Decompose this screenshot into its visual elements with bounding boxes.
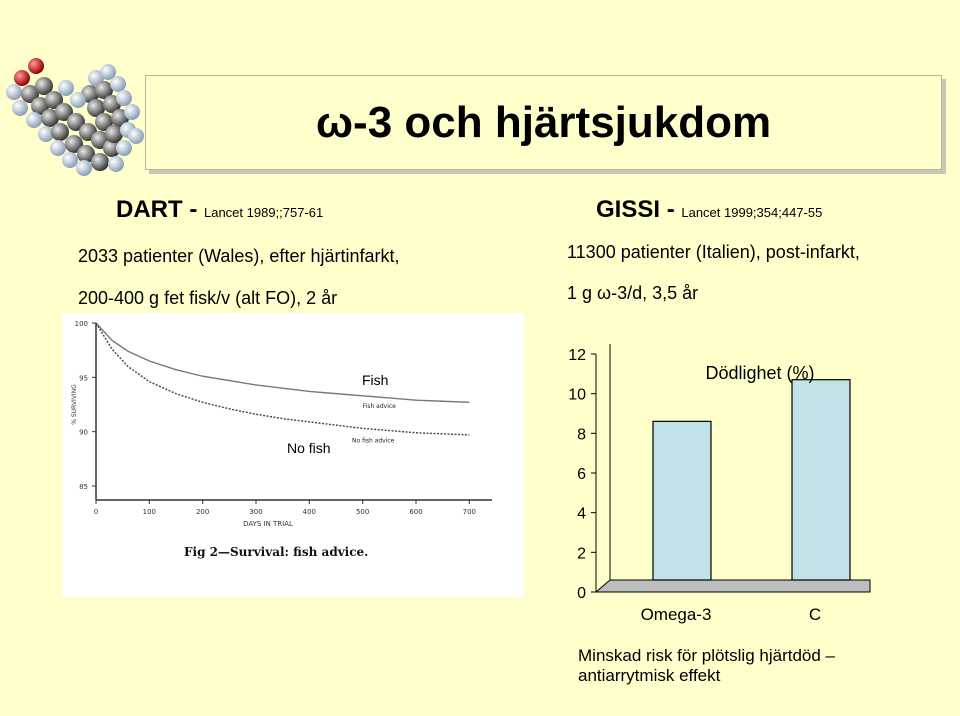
molecule-atom <box>67 113 85 131</box>
mortality-bar-chart: 0 2 4 6 8 10 12 Omega-3 C Dödlighet (%) <box>568 344 871 624</box>
y-tick-label: 90 <box>79 429 88 437</box>
dart-survival-figure: 100 95 90 85 0 100 200 300 400 500 600 700 DAYS IN T… <box>62 313 524 597</box>
gissi-mortality-figure: 0 2 4 6 8 10 12 Omega-3 C Dödlighet (%) <box>530 332 930 632</box>
gissi-citation: Lancet 1999;354;447-55 <box>681 205 823 220</box>
x-tick-label: 300 <box>249 508 262 516</box>
molecule-atom <box>65 135 83 153</box>
molecule-atom <box>108 156 124 172</box>
molecule-atom <box>31 97 49 115</box>
series-line-fish-advice <box>95 322 470 404</box>
molecule-atom <box>62 152 78 168</box>
gissi-heading-label: GISSI - <box>596 196 682 223</box>
category-label: Omega-3 <box>641 605 712 624</box>
x-tick-label: 200 <box>196 508 209 516</box>
dart-line-2: 200-400 g fet fisk/v (alt FO), 2 år <box>78 288 338 308</box>
no-fish-annotation: No fish <box>287 440 331 456</box>
molecule-atom <box>100 64 116 80</box>
fatty-acid-molecule-image <box>6 58 144 176</box>
molecule-atom <box>77 145 95 163</box>
series-label-fish-advice: Fish advice <box>363 403 397 410</box>
y-tick-label: 100 <box>75 320 88 328</box>
gissi-line-2: 1 g ω-3/d, 3,5 år <box>567 283 699 303</box>
y-tick-label: 12 <box>568 347 586 364</box>
molecule-atom <box>116 140 132 156</box>
molecule-atom <box>105 125 123 143</box>
molecule-atom <box>35 77 53 95</box>
x-tick-label: 500 <box>356 508 369 516</box>
series-line-no-fish-advice <box>95 322 470 436</box>
molecule-atom <box>28 58 44 74</box>
y-tick-label: 85 <box>79 483 88 491</box>
molecule-atom <box>103 139 121 157</box>
molecule-atom <box>50 140 66 156</box>
molecule-atom <box>21 85 39 103</box>
category-label: C <box>809 605 821 624</box>
chart-title: Dödlighet (%) <box>705 363 814 383</box>
gissi-line-1: 11300 patienter (Italien), post-infarkt, <box>567 242 860 262</box>
molecule-atom <box>110 76 126 92</box>
survival-chart: 100 95 90 85 0 100 200 300 400 500 600 700 DAYS IN T… <box>71 320 492 559</box>
molecule-atom <box>87 99 105 117</box>
y-tick-label: 4 <box>577 506 586 523</box>
molecule-atom <box>26 112 42 128</box>
fish-annotation: Fish <box>362 372 388 388</box>
y-axis-label: % SURVIVING <box>71 384 78 425</box>
right-caption-line-2: antiarrytmisk effekt <box>578 666 721 685</box>
figure-caption: Fig 2—Survival: fish advice. <box>184 545 368 559</box>
molecule-atom <box>51 123 69 141</box>
y-tick-label: 95 <box>79 374 88 382</box>
gissi-heading: GISSI - Lancet 1999;354;447-55 <box>596 196 822 224</box>
y-tick-label: 8 <box>577 426 586 443</box>
molecule-atom <box>70 92 86 108</box>
molecule-atom <box>95 81 113 99</box>
y-tick-label: 2 <box>577 545 586 562</box>
x-tick-label: 100 <box>143 508 156 516</box>
dart-heading-label: DART - <box>116 196 204 223</box>
molecule-atom <box>55 103 73 121</box>
dart-citation: Lancet 1989;;757-61 <box>203 205 324 220</box>
molecule-atom <box>116 90 132 106</box>
dart-line-1: 2033 patienter (Wales), efter hjärtinfar… <box>78 246 400 266</box>
y-tick-label: 10 <box>568 387 586 404</box>
molecule-atom <box>128 128 144 144</box>
molecule-atom <box>91 153 109 171</box>
bar-c <box>791 379 851 581</box>
dart-heading: DART - Lancet 1989;;757-61 <box>116 196 323 224</box>
y-tick-label: 0 <box>577 585 586 602</box>
y-tick-label: 6 <box>577 466 586 483</box>
right-caption-line-1: Minskad risk för plötslig hjärtdöd – <box>578 646 836 665</box>
molecule-atom <box>6 84 22 100</box>
series-label-no-fish-advice: No fish advice <box>352 437 395 444</box>
molecule-atom <box>124 104 140 120</box>
x-axis-label: DAYS IN TRIAL <box>243 520 293 528</box>
molecule-atom <box>14 70 30 86</box>
x-tick-label: 0 <box>94 508 98 516</box>
molecule-atom <box>58 80 74 96</box>
molecule-atom <box>41 109 59 127</box>
bar-omega-3 <box>652 420 712 581</box>
x-tick-label: 400 <box>303 508 316 516</box>
molecule-atom <box>45 91 63 109</box>
molecule-atom <box>95 113 113 131</box>
molecule-atom <box>12 100 28 116</box>
x-tick-label: 600 <box>409 508 422 516</box>
chart-floor <box>594 579 871 593</box>
molecule-atom <box>38 126 54 142</box>
title-box: ω-3 och hjärtsjukdom <box>145 75 942 170</box>
molecule-atom <box>76 160 92 176</box>
x-tick-label: 700 <box>463 508 476 516</box>
slide-title: ω-3 och hjärtsjukdom <box>315 97 772 147</box>
